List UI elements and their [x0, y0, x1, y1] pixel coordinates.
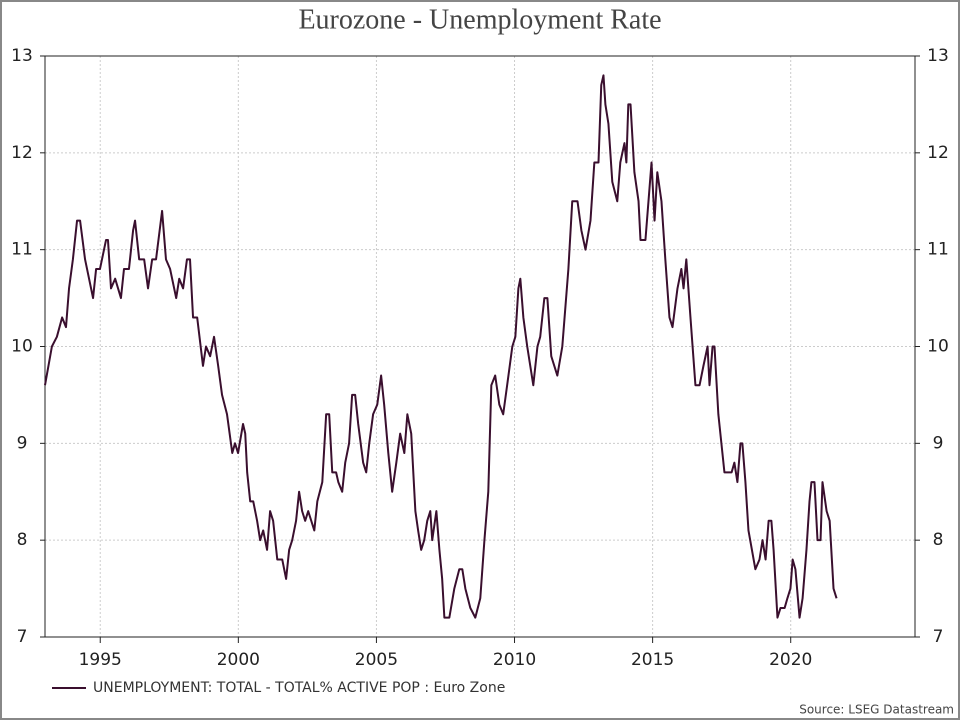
x-tick-label: 2005 [355, 650, 398, 670]
y2-tick-label: 8 [933, 530, 944, 550]
x-tick-label: 2010 [493, 650, 536, 670]
plot-frame [44, 55, 916, 638]
y-tick-label: 13 [11, 46, 33, 66]
y-tick-label: 10 [11, 337, 33, 357]
x-tick-label: 2020 [769, 650, 812, 670]
legend-label: UNEMPLOYMENT: TOTAL - TOTAL% ACTIVE POP … [93, 680, 505, 696]
y-tick-label: 9 [17, 433, 28, 453]
y2-tick-label: 10 [927, 337, 949, 357]
y2-tick-label: 11 [927, 240, 949, 260]
y-tick-label: 7 [17, 627, 28, 647]
y-tick-label: 12 [11, 143, 33, 163]
line [44, 74, 838, 619]
y2-tick-label: 13 [927, 46, 949, 66]
x-tick-label: 1995 [79, 650, 122, 670]
y-tick-label: 11 [11, 240, 33, 260]
chart-title: Eurozone - Unemployment Rate [298, 4, 661, 35]
source: Source: LSEG Datastream [799, 703, 954, 717]
x-tick-label: 2000 [217, 650, 260, 670]
y-tick-label: 8 [17, 530, 28, 550]
y2-tick-label: 12 [927, 143, 949, 163]
y2-tick-label: 7 [933, 627, 944, 647]
y2-tick-label: 9 [933, 433, 944, 453]
x-tick-label: 2015 [631, 650, 674, 670]
